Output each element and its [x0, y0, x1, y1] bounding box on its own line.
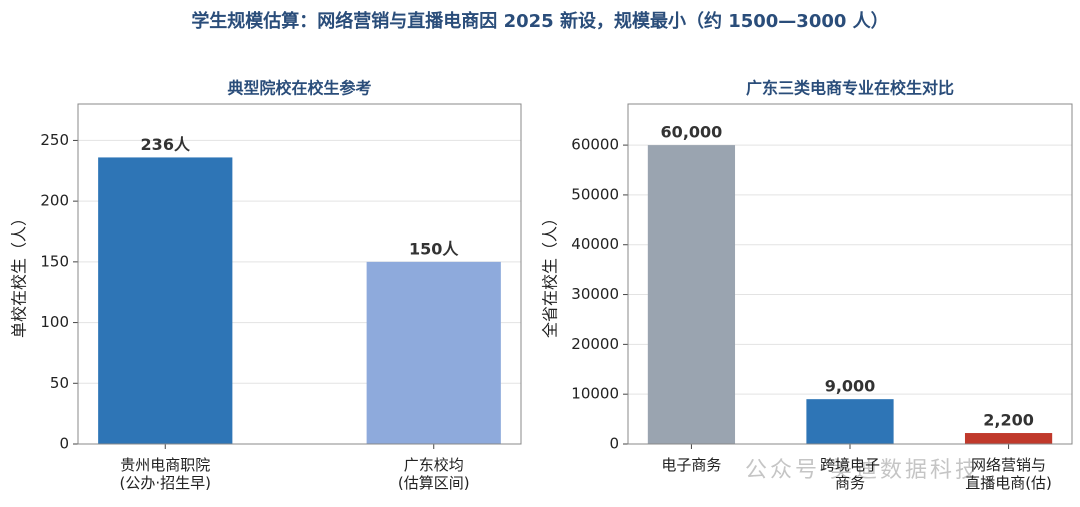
value-label: 9,000 [825, 377, 876, 396]
bar [964, 433, 1053, 444]
watermark: 公众号·美迪数据科技 [745, 458, 980, 483]
x-tick-label: 广东校均 (估算区间) [397, 456, 470, 492]
value-label: 2,200 [983, 411, 1034, 430]
x-tick-label: 跨境电子 商务 [819, 456, 880, 492]
suptitle: 学生规模估算：网络营销与直播电商因 2025 新设，规模最小（约 1500—30… [191, 10, 888, 32]
plot-frame [77, 103, 522, 445]
x-tick-label: 贵州电商职院 (公办·招生早) [119, 456, 211, 492]
y-tick-label: 100 [40, 313, 69, 331]
value-label: 60,000 [661, 123, 723, 142]
chart-title: 典型院校在校生参考 [227, 79, 371, 98]
y-tick-label: 50000 [571, 185, 619, 203]
bar [98, 157, 233, 444]
y-tick-label: 200 [40, 192, 69, 210]
chart-title: 广东三类电商专业在校生对比 [746, 79, 954, 98]
value-label: 236人 [141, 135, 191, 154]
bar [647, 145, 736, 444]
y-tick-label: 40000 [571, 235, 619, 253]
y-tick-label: 250 [40, 131, 69, 149]
y-tick-label: 50 [50, 374, 69, 392]
y-tick-label: 60000 [571, 136, 619, 154]
x-tick-label: 网络营销与 直播电商(估) [965, 456, 1052, 492]
y-tick-label: 150 [40, 252, 69, 270]
y-tick-label: 10000 [571, 385, 619, 403]
plot-frame [627, 103, 1073, 445]
y-tick-label: 30000 [571, 285, 619, 303]
y-axis-label: 单校在校生（人） [10, 210, 29, 338]
bar [366, 261, 501, 444]
y-tick-label: 20000 [571, 335, 619, 353]
y-axis-label: 全省在校生（人） [541, 210, 560, 338]
y-tick-label: 0 [59, 435, 69, 453]
bar [806, 399, 894, 444]
y-tick-label: 0 [609, 435, 619, 453]
value-label: 150人 [409, 239, 459, 258]
x-tick-label: 电子商务 [661, 456, 722, 474]
